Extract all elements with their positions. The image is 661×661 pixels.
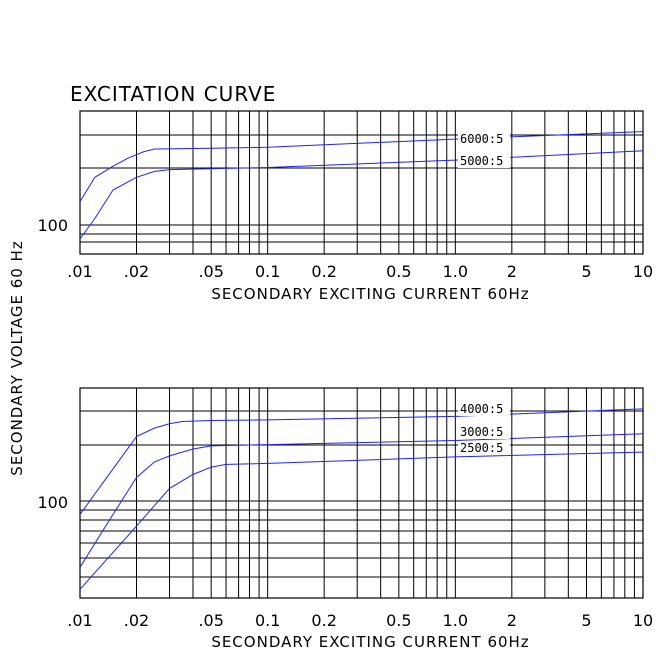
y-tick-label: 100 (37, 493, 68, 512)
chart-title: EXCITATION CURVE (70, 82, 276, 106)
series-label: 2500:5 (460, 441, 503, 455)
x-tick-label: .02 (124, 611, 149, 630)
x-tick-label: .05 (198, 262, 223, 281)
series-line (79, 433, 644, 568)
x-tick-label: 1.0 (443, 611, 468, 630)
x-tick-label: 0.1 (255, 611, 280, 630)
x-tick-label: 10 (633, 262, 653, 281)
series-label: 4000:5 (460, 402, 503, 416)
series-label-background (458, 402, 510, 416)
y-axis-label: SECONDARY VOLTAGE 60 Hz (8, 240, 26, 475)
series-line (79, 150, 644, 240)
y-tick-label: 100 (37, 216, 68, 235)
series-line (79, 408, 644, 515)
series-label-background (458, 154, 510, 168)
series-line (79, 451, 644, 590)
x-tick-label: 0.5 (386, 262, 411, 281)
x-tick-label: 0.2 (311, 262, 336, 281)
x-tick-label: .02 (124, 262, 149, 281)
upper-chart: .01 .02 .05 0.1 0.2 0.5 1.0 2 5 10 100 SECONDARY EX… (37, 110, 653, 303)
x-tick-label: 10 (633, 611, 653, 630)
x-tick-label: 2 (507, 611, 517, 630)
series-label: 3000:5 (460, 425, 503, 439)
x-tick-label: 5 (581, 611, 591, 630)
x-tick-label: .01 (67, 262, 92, 281)
series-label-background (458, 441, 510, 455)
series-line (79, 131, 644, 202)
series-label-background (458, 132, 510, 146)
x-tick-label: 0.2 (311, 611, 336, 630)
x-tick-label: 0.1 (255, 262, 280, 281)
x-tick-label: 5 (581, 262, 591, 281)
x-tick-label: .05 (198, 611, 223, 630)
x-axis-label: SECONDARY EXCITING CURRENT 60Hz (211, 633, 529, 651)
lower-chart: .01 .02 .05 0.1 0.2 0.5 1.0 2 5 10 100 SECONDARY EX… (37, 387, 653, 651)
plot-frame (79, 387, 644, 599)
x-tick-label: 0.5 (386, 611, 411, 630)
x-tick-label: 2 (507, 262, 517, 281)
plot-frame (79, 110, 644, 255)
x-tick-label: 1.0 (443, 262, 468, 281)
x-tick-label: .01 (67, 611, 92, 630)
series-label: 6000:5 (460, 132, 503, 146)
series-label: 5000:5 (460, 154, 503, 168)
x-axis-label: SECONDARY EXCITING CURRENT 60Hz (211, 285, 529, 303)
series-label-background (458, 425, 510, 439)
